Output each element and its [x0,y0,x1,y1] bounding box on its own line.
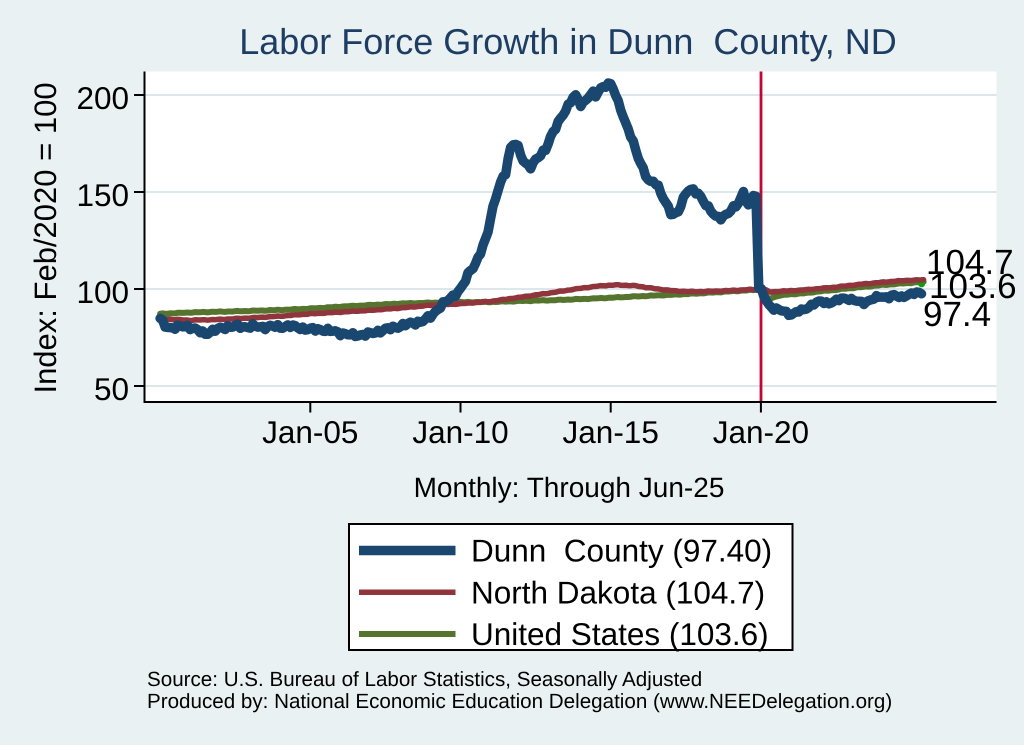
svg-text:Dunn County (97.40): Dunn County (97.40) [471,533,772,569]
svg-text:Jan-15: Jan-15 [563,414,659,450]
svg-text:Jan-05: Jan-05 [262,414,358,450]
svg-text:200: 200 [76,80,129,116]
svg-text:Jan-20: Jan-20 [713,414,809,450]
svg-text:Monthly: Through Jun-25: Monthly: Through Jun-25 [414,472,725,503]
svg-text:United States (103.6): United States (103.6) [471,616,769,652]
svg-text:103.6: 103.6 [929,267,1017,306]
svg-text:Index: Feb/2020 = 100: Index: Feb/2020 = 100 [28,82,63,393]
svg-text:North Dakota (104.7): North Dakota (104.7) [471,574,765,610]
svg-text:Produced by: National Economic: Produced by: National Economic Education… [147,690,892,713]
svg-text:104.7: 104.7 [926,243,1014,282]
svg-text:Labor Force Growth in Dunn Co: Labor Force Growth in Dunn County, ND [239,21,897,62]
svg-text:97.4: 97.4 [923,295,991,334]
svg-text:100: 100 [76,274,129,310]
svg-text:50: 50 [94,371,129,407]
svg-text:Jan-10: Jan-10 [412,414,508,450]
svg-text:Source: U.S. Bureau of Labor S: Source: U.S. Bureau of Labor Statistics,… [147,668,702,691]
svg-text:150: 150 [76,177,129,213]
